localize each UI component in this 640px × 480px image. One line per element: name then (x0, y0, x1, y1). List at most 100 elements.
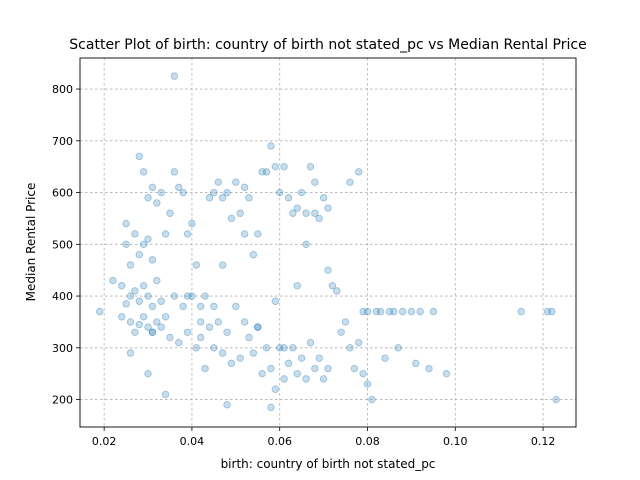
data-point (135, 152, 143, 161)
data-point (398, 307, 407, 316)
data-point (319, 375, 328, 383)
data-point (214, 178, 222, 186)
data-point (363, 380, 372, 388)
data-point (135, 297, 143, 305)
data-point (210, 344, 218, 352)
data-point (376, 307, 385, 316)
data-point (249, 349, 258, 357)
data-point (306, 162, 315, 171)
data-point (183, 230, 192, 238)
data-point (218, 349, 227, 357)
data-point (280, 162, 288, 171)
data-point (236, 209, 244, 217)
data-point (117, 282, 126, 290)
data-point (126, 292, 135, 300)
data-point (311, 364, 319, 373)
data-point (258, 369, 266, 378)
data-point (170, 72, 179, 80)
data-point (324, 204, 332, 212)
data-point (161, 230, 170, 238)
data-point (319, 194, 328, 202)
data-point (205, 323, 214, 331)
data-point (271, 297, 280, 305)
data-point (188, 292, 196, 300)
data-point (262, 168, 271, 176)
data-point (276, 344, 284, 352)
data-point (179, 188, 187, 197)
data-point (153, 276, 161, 285)
data-point (363, 307, 372, 316)
data-point (548, 307, 556, 316)
data-point (210, 188, 218, 197)
data-point (122, 300, 130, 308)
data-point (126, 318, 135, 326)
data-point (258, 168, 266, 176)
data-point (355, 338, 363, 347)
data-point (324, 266, 332, 274)
data-point (144, 235, 152, 243)
data-point (131, 230, 139, 238)
x-axis-label: birth: country of birth not stated_pc (221, 457, 436, 471)
data-point (543, 307, 552, 316)
data-point (161, 313, 170, 321)
data-point (293, 282, 301, 290)
data-point (284, 194, 293, 202)
x-tick-label: 0.12 (531, 435, 556, 448)
data-point (262, 344, 271, 352)
data-point (552, 395, 560, 404)
data-point (192, 261, 201, 269)
data-point (223, 328, 231, 336)
y-tick-label: 300 (52, 342, 73, 355)
data-point (135, 320, 143, 329)
data-point (192, 344, 201, 352)
data-point (201, 364, 209, 373)
data-point (135, 250, 143, 259)
data-point (144, 369, 152, 378)
data-point (201, 292, 209, 300)
data-point (188, 219, 196, 228)
data-point (341, 318, 350, 326)
data-point (170, 292, 179, 300)
data-point (240, 183, 249, 192)
data-point (394, 344, 402, 352)
data-point (306, 338, 315, 347)
data-point (333, 287, 341, 295)
data-point (157, 188, 165, 197)
data-point (223, 188, 231, 197)
data-point (197, 333, 205, 342)
data-point (297, 188, 306, 197)
y-axis-label: Median Rental Price (24, 183, 38, 302)
data-point (166, 333, 174, 342)
data-point (337, 328, 345, 336)
data-point (218, 261, 227, 269)
data-point (267, 403, 275, 412)
data-point (407, 307, 416, 316)
data-point (442, 369, 451, 378)
data-point (197, 302, 205, 311)
data-point (359, 307, 367, 316)
data-point (346, 344, 354, 352)
data-point (254, 323, 262, 331)
data-point (122, 219, 130, 228)
data-point (289, 344, 297, 352)
data-point (429, 307, 438, 316)
x-tick-label: 0.08 (355, 435, 380, 448)
data-point (276, 188, 284, 197)
data-point (157, 297, 165, 305)
data-point (144, 323, 152, 331)
data-point (122, 240, 130, 249)
data-point (289, 209, 297, 217)
data-point (183, 292, 192, 300)
data-point (139, 168, 148, 176)
data-point (271, 162, 280, 171)
data-point (245, 333, 253, 342)
data-point (249, 250, 258, 259)
data-point (315, 354, 323, 362)
data-point (315, 214, 323, 223)
data-point (205, 194, 214, 202)
data-point (183, 328, 192, 336)
data-point (350, 364, 359, 373)
data-point (328, 282, 337, 290)
